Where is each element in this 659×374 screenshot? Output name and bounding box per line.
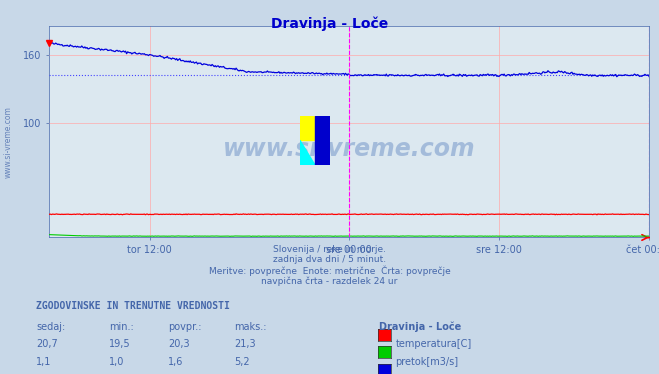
Text: maks.:: maks.:	[234, 322, 266, 332]
Text: sedaj:: sedaj:	[36, 322, 65, 332]
Text: Dravinja - Loče: Dravinja - Loče	[271, 17, 388, 31]
Text: Meritve: povprečne  Enote: metrične  Črta: povprečje: Meritve: povprečne Enote: metrične Črta:…	[209, 266, 450, 276]
Polygon shape	[300, 140, 315, 165]
Text: ZGODOVINSKE IN TRENUTNE VREDNOSTI: ZGODOVINSKE IN TRENUTNE VREDNOSTI	[36, 301, 230, 311]
Text: 21,3: 21,3	[234, 339, 256, 349]
Text: 19,5: 19,5	[109, 339, 130, 349]
Text: min.:: min.:	[109, 322, 134, 332]
Text: 1,0: 1,0	[109, 357, 124, 367]
Text: povpr.:: povpr.:	[168, 322, 202, 332]
Text: zadnja dva dni / 5 minut.: zadnja dva dni / 5 minut.	[273, 255, 386, 264]
Polygon shape	[315, 116, 330, 165]
Text: Slovenija / reke in morje.: Slovenija / reke in morje.	[273, 245, 386, 254]
Text: navpična črta - razdelek 24 ur: navpična črta - razdelek 24 ur	[262, 276, 397, 286]
Text: 5,2: 5,2	[234, 357, 250, 367]
Text: www.si-vreme.com: www.si-vreme.com	[223, 137, 476, 161]
Text: www.si-vreme.com: www.si-vreme.com	[3, 106, 13, 178]
Text: 1,1: 1,1	[36, 357, 51, 367]
Text: 1,6: 1,6	[168, 357, 183, 367]
Text: 20,3: 20,3	[168, 339, 190, 349]
Text: pretok[m3/s]: pretok[m3/s]	[395, 357, 459, 367]
Bar	[300, 116, 315, 140]
Text: Dravinja - Loče: Dravinja - Loče	[379, 322, 461, 332]
Text: temperatura[C]: temperatura[C]	[395, 339, 472, 349]
Text: 20,7: 20,7	[36, 339, 58, 349]
